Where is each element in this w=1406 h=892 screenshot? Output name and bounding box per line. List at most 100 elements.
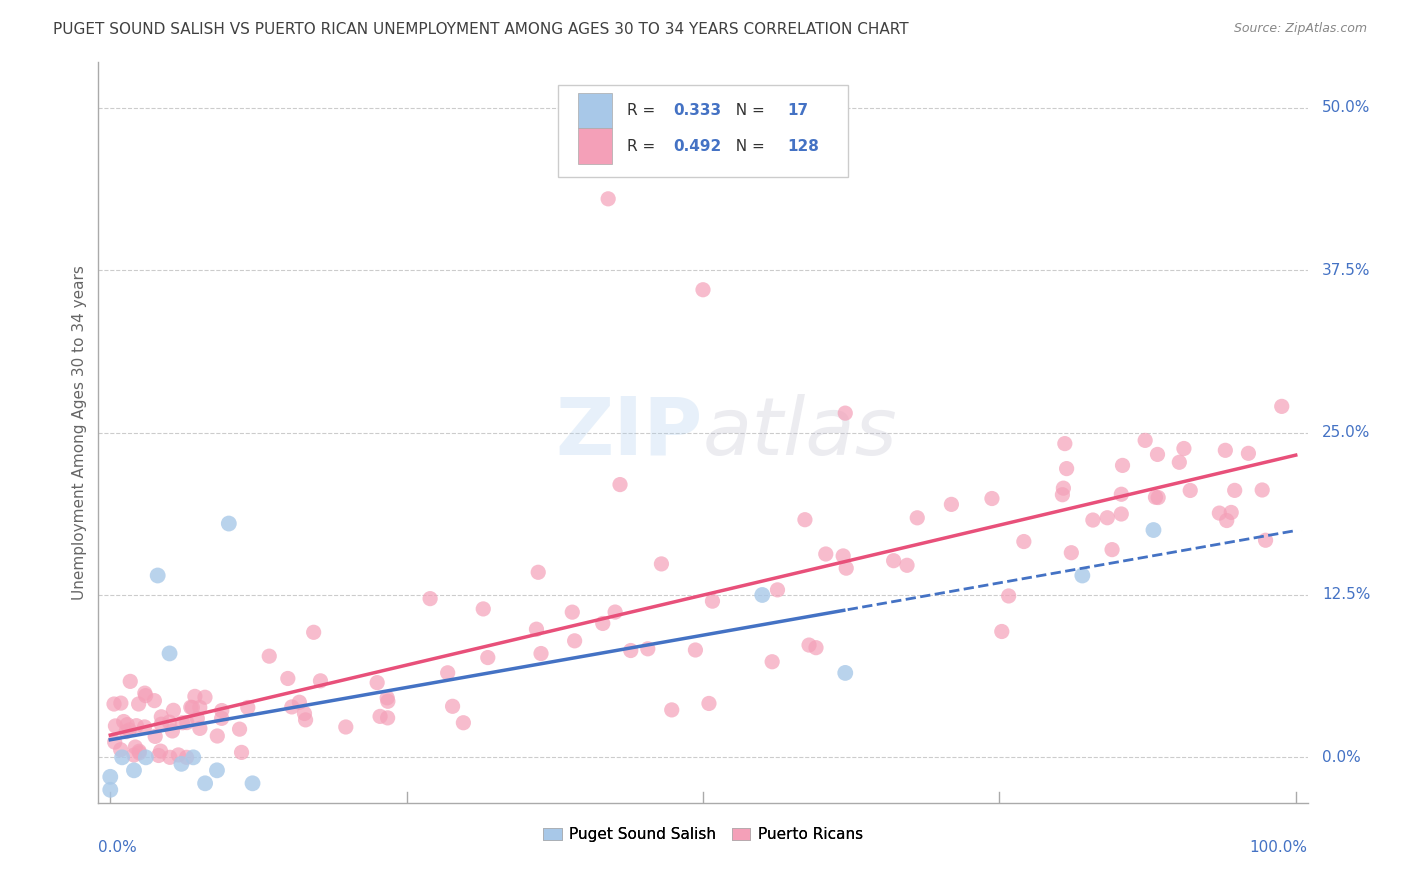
Point (804, 640, 827, 655)
Text: 37.5%: 37.5% (1322, 263, 1371, 277)
Point (835, 561, 858, 575)
Point (180, 700, 202, 714)
Point (761, 655, 783, 669)
Point (1133, 434, 1156, 448)
Point (170, 756, 193, 771)
Point (1111, 458, 1133, 473)
Point (135, 689, 157, 703)
Point (991, 624, 1014, 639)
Point (110, 742, 132, 756)
Point (135, 750, 157, 764)
Point (236, 700, 259, 714)
Point (1111, 487, 1133, 501)
Point (98, 770, 121, 784)
Point (1215, 443, 1237, 458)
Point (1173, 442, 1195, 456)
Point (441, 699, 464, 714)
Point (685, 643, 707, 657)
Point (377, 694, 399, 708)
Point (162, 723, 184, 738)
Y-axis label: Unemployment Among Ages 30 to 34 years: Unemployment Among Ages 30 to 34 years (72, 265, 87, 600)
Point (150, 717, 173, 731)
Text: 100.0%: 100.0% (1250, 840, 1308, 855)
Point (134, 686, 156, 700)
Point (194, 690, 217, 705)
Point (1220, 505, 1243, 519)
Text: 0.492: 0.492 (673, 138, 721, 153)
Point (453, 715, 475, 730)
Point (104, 735, 127, 749)
Point (661, 703, 683, 717)
Text: R =: R = (627, 103, 659, 118)
Point (419, 591, 441, 606)
Point (527, 566, 550, 580)
Point (1254, 533, 1277, 548)
FancyBboxPatch shape (558, 85, 848, 178)
Point (167, 747, 190, 762)
Point (905, 511, 928, 525)
Text: R =: R = (627, 138, 659, 153)
Point (1237, 446, 1260, 460)
Point (941, 497, 963, 511)
Point (211, 711, 233, 725)
Text: 12.5%: 12.5% (1322, 588, 1371, 602)
Point (561, 605, 583, 619)
Point (1012, 534, 1035, 549)
Point (186, 711, 208, 725)
Point (472, 602, 495, 616)
Point (98, 782, 121, 797)
Point (1251, 483, 1274, 497)
Point (104, 719, 127, 733)
Text: N =: N = (725, 103, 769, 118)
Point (162, 703, 184, 717)
Legend: Puget Sound Salish, Puerto Ricans: Puget Sound Salish, Puerto Ricans (537, 822, 869, 848)
Point (592, 616, 614, 631)
Point (605, 605, 627, 619)
Point (181, 750, 204, 764)
Point (366, 675, 388, 690)
Text: 0.0%: 0.0% (1322, 750, 1361, 764)
Point (150, 710, 173, 724)
Point (637, 641, 659, 656)
Point (228, 722, 250, 736)
Point (530, 647, 553, 661)
Point (118, 723, 141, 737)
Point (832, 549, 855, 563)
Point (896, 558, 918, 573)
Point (124, 739, 146, 754)
Point (143, 730, 166, 744)
Text: 0.0%: 0.0% (98, 840, 138, 855)
Point (793, 513, 815, 527)
Point (997, 589, 1019, 603)
Point (205, 764, 228, 778)
Point (115, 717, 138, 731)
Point (692, 283, 714, 297)
Text: 50.0%: 50.0% (1322, 101, 1371, 115)
Point (181, 700, 204, 714)
Point (257, 649, 280, 664)
Text: 0.333: 0.333 (673, 103, 721, 118)
Point (115, 724, 138, 739)
Point (1052, 481, 1074, 495)
Point (184, 690, 207, 704)
Point (797, 638, 820, 652)
Point (1081, 513, 1104, 527)
Point (128, 697, 150, 711)
Text: 17: 17 (787, 103, 808, 118)
Text: N =: N = (725, 138, 769, 153)
Point (277, 672, 299, 686)
Point (1101, 542, 1123, 557)
Bar (578, 93, 613, 128)
Point (103, 697, 125, 711)
Point (172, 715, 194, 730)
Text: ZIP: ZIP (555, 393, 703, 472)
Point (188, 722, 211, 736)
Point (1144, 490, 1167, 504)
Point (1056, 461, 1078, 475)
Point (134, 720, 156, 734)
Point (564, 633, 586, 648)
Point (149, 744, 172, 758)
Text: Source: ZipAtlas.com: Source: ZipAtlas.com (1233, 22, 1367, 36)
Point (122, 747, 145, 762)
Point (188, 700, 211, 714)
